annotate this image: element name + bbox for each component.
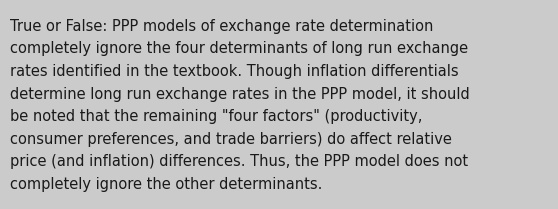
Text: completely ignore the other determinants.: completely ignore the other determinants… [10,177,323,192]
Text: price (and inflation) differences. Thus, the PPP model does not: price (and inflation) differences. Thus,… [10,154,468,169]
Text: consumer preferences, and trade barriers) do affect relative: consumer preferences, and trade barriers… [10,132,452,147]
Text: be noted that the remaining "four factors" (productivity,: be noted that the remaining "four factor… [10,109,422,124]
Text: completely ignore the four determinants of long run exchange: completely ignore the four determinants … [10,41,468,56]
Text: rates identified in the textbook. Though inflation differentials: rates identified in the textbook. Though… [10,64,459,79]
Text: True or False: PPP models of exchange rate determination: True or False: PPP models of exchange ra… [10,19,434,34]
Text: determine long run exchange rates in the PPP model, it should: determine long run exchange rates in the… [10,87,470,102]
